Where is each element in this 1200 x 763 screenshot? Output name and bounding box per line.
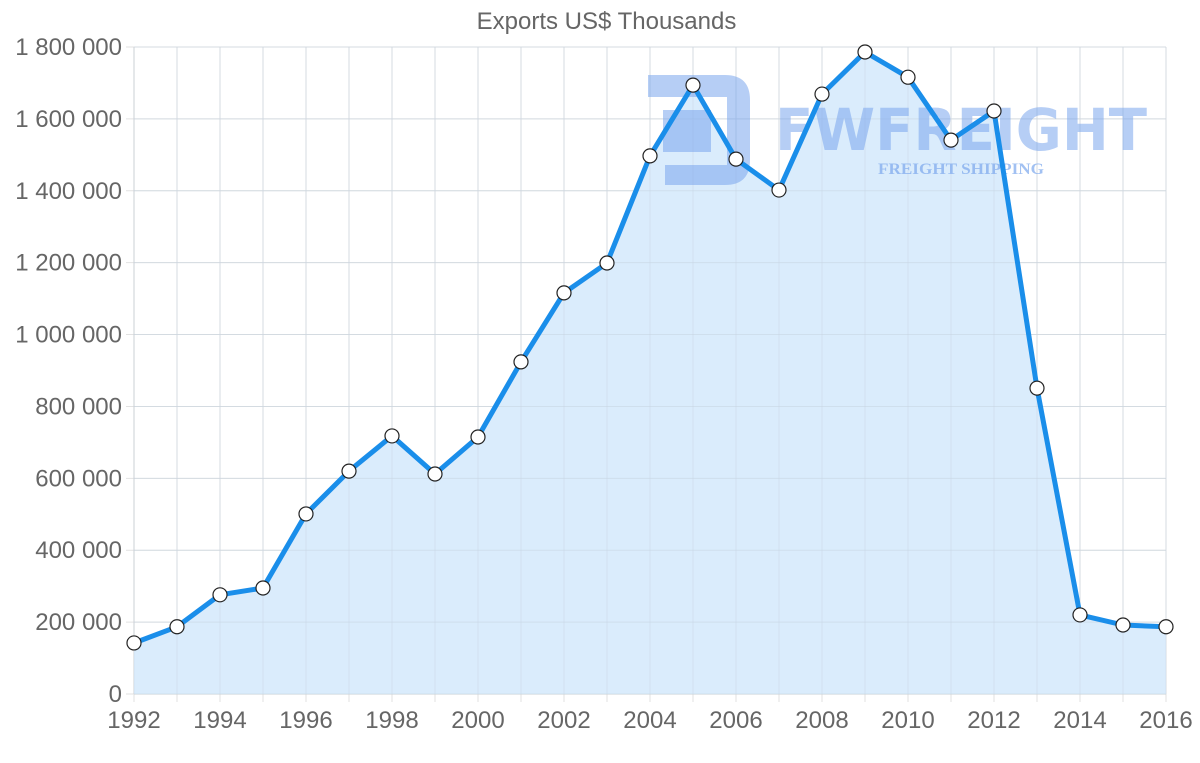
data-point[interactable]	[943, 132, 959, 148]
data-point[interactable]	[298, 506, 314, 522]
data-point[interactable]	[513, 354, 529, 370]
x-tick-label: 2004	[623, 707, 676, 734]
y-tick-label: 1 800 000	[15, 34, 122, 61]
watermark-tagline-text: FREIGHT SHIPPING	[878, 161, 1045, 178]
data-point[interactable]	[728, 151, 744, 167]
data-point[interactable]	[986, 103, 1002, 119]
data-point[interactable]	[470, 429, 486, 445]
data-point[interactable]	[1029, 380, 1045, 396]
data-point[interactable]	[341, 463, 357, 479]
area-fill	[133, 46, 1167, 695]
data-point[interactable]	[1115, 617, 1131, 633]
x-tick-label: 1996	[279, 707, 332, 734]
y-tick-label: 1 200 000	[15, 250, 122, 277]
y-tick-label: 400 000	[35, 537, 122, 564]
data-point[interactable]	[599, 255, 615, 271]
y-tick-label: 1 000 000	[15, 322, 122, 349]
data-points	[126, 44, 1174, 651]
x-tick-label: 2014	[1053, 707, 1106, 734]
x-tick-label: 2010	[881, 707, 934, 734]
y-tick-label: 1 600 000	[15, 106, 122, 133]
watermark-logo-icon-inner	[663, 110, 711, 152]
data-point[interactable]	[900, 69, 916, 85]
x-tick-label: 2002	[537, 707, 590, 734]
y-tick-label: 0	[109, 681, 122, 708]
chart-title: Exports US$ Thousands	[476, 8, 737, 35]
data-point[interactable]	[1158, 619, 1174, 635]
y-tick-label: 600 000	[35, 465, 122, 492]
data-point[interactable]	[1072, 607, 1088, 623]
x-tick-label: 2000	[451, 707, 504, 734]
x-axis: 1992 1994 1996 1998 2000 2002 2004 2006 2008 2010…	[107, 707, 1192, 734]
data-point[interactable]	[255, 580, 271, 596]
data-point[interactable]	[685, 77, 701, 93]
data-point[interactable]	[814, 86, 830, 102]
x-tick-label: 1992	[107, 707, 160, 734]
x-tick-label: 2008	[795, 707, 848, 734]
data-point[interactable]	[212, 587, 228, 603]
data-point[interactable]	[771, 182, 787, 198]
data-point[interactable]	[642, 148, 658, 164]
data-point[interactable]	[126, 635, 142, 651]
x-tick-label: 2012	[967, 707, 1020, 734]
x-tick-label: 1994	[193, 707, 246, 734]
data-point[interactable]	[427, 466, 443, 482]
y-tick-label: 1 400 000	[15, 178, 122, 205]
data-point[interactable]	[384, 428, 400, 444]
y-tick-label: 200 000	[35, 609, 122, 636]
data-point[interactable]	[857, 44, 873, 60]
area-fill-path	[134, 52, 1166, 694]
y-tick-label: 800 000	[35, 393, 122, 420]
x-tick-label: 2006	[709, 707, 762, 734]
x-tick-label: 2016	[1139, 707, 1192, 734]
x-tick-label: 1998	[365, 707, 418, 734]
data-point[interactable]	[556, 285, 572, 301]
watermark-brand-text: FWFREIGHT	[775, 96, 1147, 164]
data-point[interactable]	[169, 619, 185, 635]
y-axis: 0 200 000 400 000 600 000 800 000 1 000 000 1 …	[15, 34, 122, 708]
